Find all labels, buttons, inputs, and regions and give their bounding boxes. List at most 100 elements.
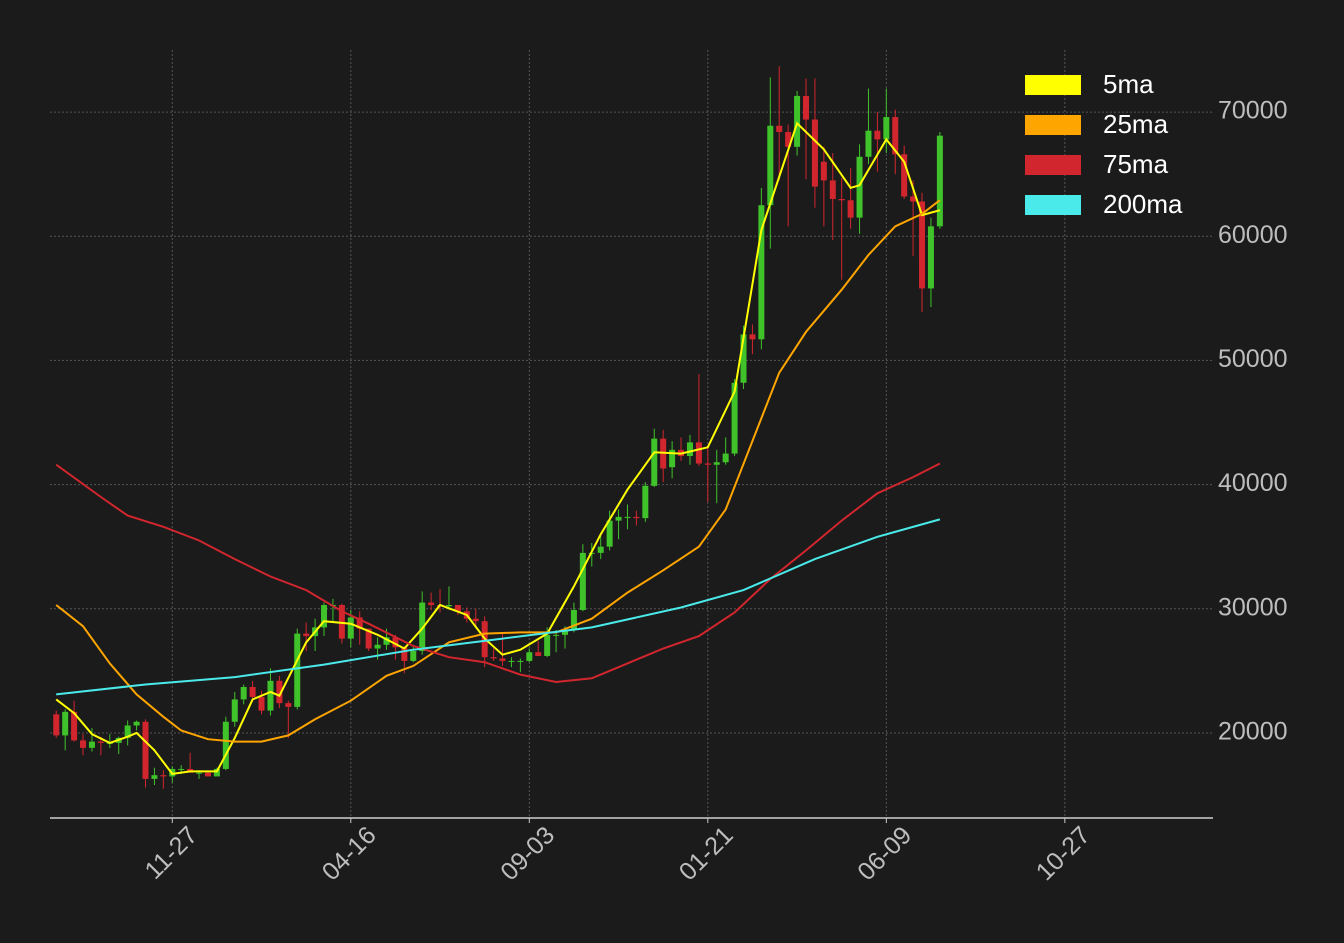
candle-body xyxy=(910,196,917,202)
candle-body xyxy=(731,382,738,454)
candle-body xyxy=(383,637,390,645)
candle-body xyxy=(401,647,408,661)
candle-body xyxy=(695,442,702,464)
candle-body xyxy=(820,161,827,181)
y-tick-label: 40000 xyxy=(1218,469,1288,497)
y-tick-label: 30000 xyxy=(1218,593,1288,621)
candle-body xyxy=(722,453,729,463)
candle-body xyxy=(142,721,149,779)
candle-body xyxy=(303,633,310,637)
candle-body xyxy=(615,516,622,521)
candle-body xyxy=(570,610,577,630)
y-tick-label: 50000 xyxy=(1218,345,1288,373)
y-tick-label: 60000 xyxy=(1218,221,1288,249)
candle-body xyxy=(713,462,720,465)
candle-body xyxy=(865,130,872,157)
candle-body xyxy=(749,334,756,340)
candle-body xyxy=(553,634,560,636)
candle-body xyxy=(71,711,78,741)
candle-body xyxy=(285,703,292,707)
candle-body xyxy=(624,516,631,518)
ma-line xyxy=(55,199,941,743)
candle-body xyxy=(213,768,220,777)
candle-body xyxy=(222,721,229,769)
candle-body xyxy=(428,602,435,606)
candle-body xyxy=(669,449,676,468)
candle-body xyxy=(80,740,87,748)
candle-body xyxy=(392,637,399,648)
legend-swatch xyxy=(1025,155,1081,175)
candle-body xyxy=(338,605,345,639)
candle-body xyxy=(517,660,524,662)
candle-body xyxy=(740,334,747,383)
legend-swatch xyxy=(1025,75,1081,95)
legend-label: 25ma xyxy=(1103,109,1169,139)
candle-body xyxy=(454,605,461,612)
candle-body xyxy=(838,199,845,201)
candle-body xyxy=(686,442,693,457)
y-tick-label: 20000 xyxy=(1218,718,1288,746)
candle-body xyxy=(472,618,479,622)
candle-body xyxy=(535,652,542,656)
y-tick-label: 70000 xyxy=(1218,97,1288,125)
candle-body xyxy=(892,117,899,155)
candle-body xyxy=(88,741,95,748)
candle-body xyxy=(365,628,372,649)
candle-body xyxy=(704,463,711,465)
candle-body xyxy=(160,775,167,777)
candle-body xyxy=(410,650,417,661)
legend-label: 5ma xyxy=(1103,69,1154,99)
legend-label: 200ma xyxy=(1103,189,1183,219)
candle-body xyxy=(267,680,274,711)
candle-body xyxy=(347,617,354,639)
candle-body xyxy=(445,605,452,607)
candle-body xyxy=(794,95,801,147)
candle-body xyxy=(178,768,185,770)
candle-body xyxy=(151,775,158,779)
candle-body xyxy=(249,686,256,697)
candle-body xyxy=(276,680,283,704)
legend-swatch xyxy=(1025,195,1081,215)
candle-body xyxy=(776,125,783,132)
candle-body xyxy=(847,200,854,218)
legend-label: 75ma xyxy=(1103,149,1169,179)
candle-body xyxy=(97,741,104,743)
candle-body xyxy=(802,95,809,120)
ma-line xyxy=(56,518,941,696)
candle-body xyxy=(811,119,818,187)
ma-line xyxy=(55,462,941,684)
candle-body xyxy=(240,686,247,700)
candle-body xyxy=(526,652,533,661)
candle-body xyxy=(874,130,881,140)
candle-body xyxy=(642,485,649,519)
candle-body xyxy=(62,711,69,736)
candle-body xyxy=(936,135,943,227)
candle-body xyxy=(499,658,506,661)
candle-body xyxy=(204,772,211,777)
candle-body xyxy=(53,714,60,736)
candle-body xyxy=(294,633,301,707)
candle-body xyxy=(356,617,363,629)
candle-body xyxy=(374,644,381,649)
candle-body xyxy=(651,438,658,486)
candle-body xyxy=(883,117,890,140)
candle-body xyxy=(919,201,926,289)
candle-body xyxy=(196,772,203,774)
candle-body xyxy=(490,657,497,659)
candle-body xyxy=(633,516,640,519)
candle-body xyxy=(231,699,238,722)
candle-body xyxy=(124,725,131,738)
candle-body xyxy=(419,602,426,651)
candle-body xyxy=(258,696,265,711)
candle-body xyxy=(856,156,863,218)
candle-body xyxy=(562,629,569,635)
candle-body xyxy=(544,634,551,656)
candle-body xyxy=(767,125,774,206)
candle-body xyxy=(785,131,792,147)
candle-body xyxy=(321,605,328,628)
candle-body xyxy=(597,546,604,553)
candle-body xyxy=(133,721,140,726)
ma-line xyxy=(55,121,941,775)
